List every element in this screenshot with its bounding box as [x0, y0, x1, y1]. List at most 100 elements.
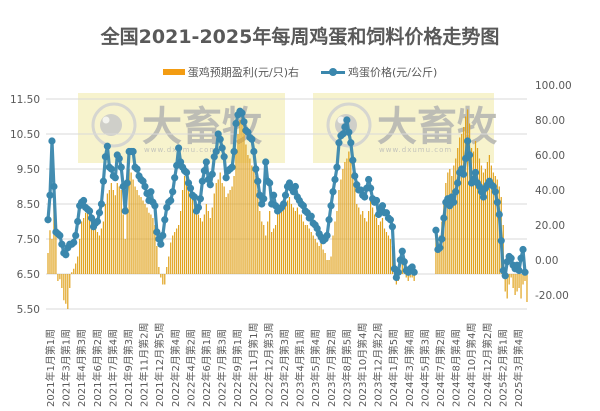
- profit-bar: [518, 274, 520, 288]
- profit-bar: [514, 274, 516, 295]
- profit-bar: [271, 232, 273, 274]
- right-y-tick: 60.00: [535, 150, 565, 162]
- profit-bar: [278, 211, 281, 274]
- x-tick-label: 2023年5月第4周: [309, 329, 322, 407]
- egg-price-point: [141, 182, 149, 191]
- x-tick-label: 2022年4月第2周: [184, 329, 197, 407]
- profit-bar: [326, 260, 328, 274]
- profit-bar: [86, 207, 89, 274]
- profit-bar: [445, 183, 447, 274]
- egg-price-point: [62, 251, 70, 259]
- profit-bar: [215, 183, 217, 274]
- profit-bar: [318, 246, 320, 274]
- profit-bar: [455, 158, 457, 274]
- egg-price-point: [372, 196, 381, 205]
- profit-bar: [98, 235, 101, 274]
- egg-price-point: [101, 153, 109, 161]
- x-tick-label: 2024年3月第4周: [403, 329, 416, 407]
- profit-bar: [405, 274, 407, 278]
- profit-bar: [259, 211, 261, 274]
- profit-bar: [114, 195, 116, 274]
- egg-price-point: [222, 174, 230, 182]
- profit-bar: [296, 207, 298, 274]
- profit-bar: [120, 190, 122, 274]
- profit-bar: [118, 186, 120, 274]
- x-tick-label: 2022年7月第3周: [216, 329, 229, 407]
- profit-bar: [251, 165, 253, 274]
- egg-price-point: [228, 163, 236, 171]
- profit-bar: [166, 267, 168, 274]
- profit-bars: [47, 109, 528, 309]
- profit-bar: [407, 274, 409, 281]
- profit-bar: [63, 274, 65, 301]
- profit-bar: [180, 211, 182, 274]
- x-axis: 2021年1月第1周 2021年3月第1周 2021年4月第3周 2021年6月第2周…: [44, 322, 525, 407]
- egg-price-point: [123, 179, 131, 187]
- profit-bar: [142, 200, 144, 274]
- egg-price-point: [254, 177, 262, 185]
- profit-bar: [255, 176, 257, 274]
- egg-price-point: [186, 184, 195, 192]
- profit-bar: [110, 183, 112, 274]
- profit-bar: [350, 162, 352, 274]
- egg-price-point: [386, 216, 395, 224]
- profit-bar: [520, 274, 522, 299]
- profit-bar: [195, 204, 198, 274]
- right-y-tick: 100.00: [535, 80, 572, 92]
- profit-bar: [122, 214, 124, 274]
- profit-bar: [375, 218, 378, 274]
- profit-bar: [476, 148, 479, 274]
- profit-bar: [310, 232, 312, 274]
- profit-bar: [314, 239, 316, 274]
- profit-bar: [207, 211, 209, 274]
- egg-price-point: [202, 158, 210, 166]
- legend-item-profit: 蛋鸡预期盈利(元/只)右: [162, 64, 299, 80]
- profit-bar: [358, 207, 360, 274]
- profit-bar: [510, 274, 512, 278]
- right-y-tick: 80.00: [535, 115, 565, 127]
- egg-price-point: [95, 209, 104, 217]
- profit-bar: [94, 225, 97, 274]
- x-tick-label: 2022年2月第4周: [169, 329, 182, 407]
- egg-price-point: [465, 151, 474, 159]
- profit-bar: [360, 214, 362, 274]
- profit-bar: [290, 204, 293, 274]
- profit-bar: [451, 176, 453, 274]
- profit-bar: [368, 211, 370, 274]
- profit-bar: [265, 235, 267, 274]
- profit-bar: [81, 221, 83, 274]
- profit-bar: [364, 218, 366, 274]
- profit-bar: [370, 200, 372, 274]
- egg-price-point: [351, 172, 359, 180]
- x-tick-label: 2023年4月第1周: [294, 329, 307, 407]
- profit-bar: [181, 190, 184, 274]
- egg-price-point: [56, 231, 64, 240]
- profit-bar: [185, 169, 188, 274]
- egg-price-point: [454, 179, 462, 187]
- profit-bar: [73, 268, 75, 274]
- egg-price-point: [161, 216, 169, 224]
- profit-bar: [467, 109, 469, 274]
- profit-bar: [77, 256, 79, 274]
- egg-price-point: [329, 188, 337, 196]
- profit-bar: [257, 190, 259, 274]
- profit-bar: [239, 120, 241, 274]
- profit-bar: [130, 172, 132, 274]
- profit-bar: [516, 274, 518, 292]
- profit-bar: [172, 235, 174, 274]
- x-tick-label: 2024年12月第2周: [481, 322, 494, 407]
- profit-bar: [474, 141, 477, 274]
- left-y-tick: 6.50: [17, 269, 40, 281]
- egg-price-point: [307, 212, 315, 220]
- egg-price-point: [367, 184, 375, 192]
- x-tick-label: 2023年10月第4周: [356, 322, 369, 407]
- egg-price-point: [507, 254, 515, 262]
- x-tick-label: 2021年3月第1周: [60, 329, 73, 407]
- profit-bar: [112, 190, 114, 274]
- profit-bar: [328, 260, 330, 274]
- egg-price-point: [291, 182, 300, 191]
- profit-bar: [168, 256, 170, 274]
- profit-bar: [148, 212, 150, 274]
- egg-price-point: [349, 156, 357, 164]
